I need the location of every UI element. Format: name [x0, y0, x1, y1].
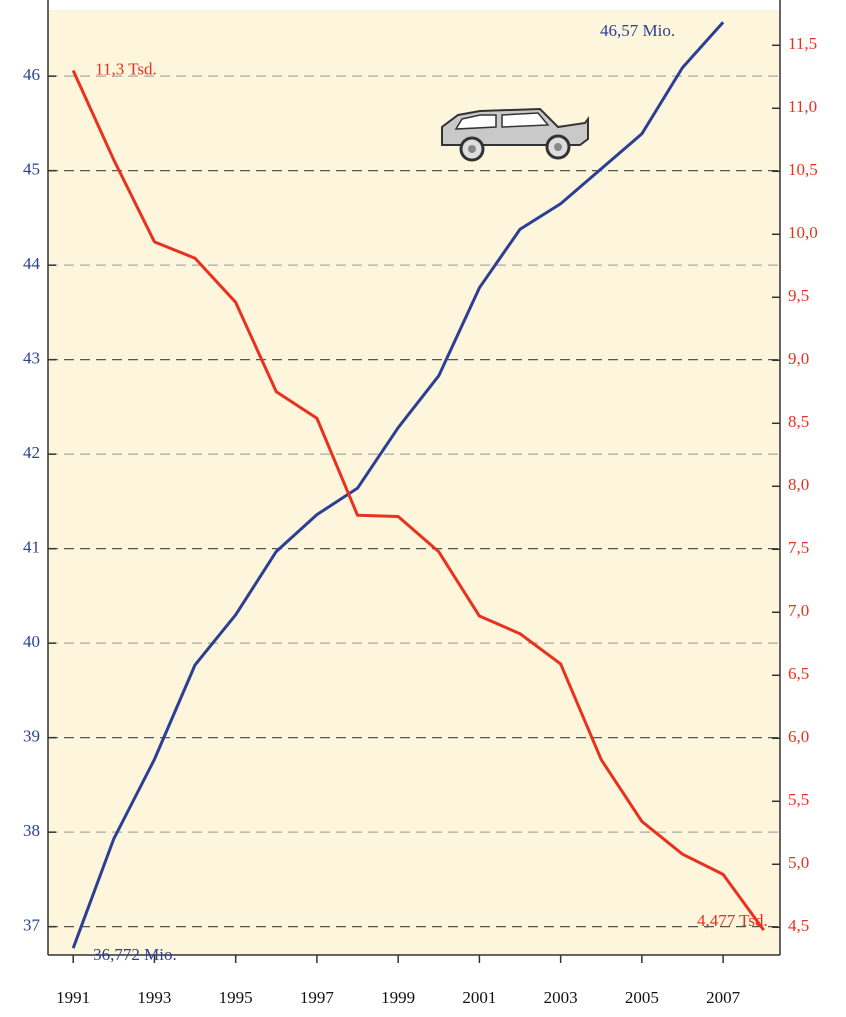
- annotation: 46,57 Mio.: [600, 21, 675, 40]
- plot-background: [48, 10, 780, 955]
- y2-tick-label: 9,0: [788, 349, 809, 368]
- y2-tick-label: 6,0: [788, 727, 809, 746]
- y2-tick-label: 10,0: [788, 223, 818, 242]
- y-tick-label: 44: [23, 254, 41, 273]
- x-tick-label: 2001: [462, 988, 496, 1007]
- y-tick-label: 42: [23, 443, 40, 462]
- y2-tick-label: 9,5: [788, 286, 809, 305]
- x-tick-label: 2003: [544, 988, 578, 1007]
- x-tick-label: 1995: [219, 988, 253, 1007]
- car-icon: [441, 107, 589, 162]
- y2-tick-label: 5,0: [788, 853, 809, 872]
- series-line: [71, 69, 765, 932]
- y-tick-label: 46: [23, 65, 40, 84]
- x-tick-label: 1999: [381, 988, 415, 1007]
- series-line: [71, 21, 725, 949]
- y2-tick-label: 5,5: [788, 790, 809, 809]
- x-tick-label: 2007: [706, 988, 741, 1007]
- x-tick-label: 1991: [56, 988, 90, 1007]
- y2-tick-label: 8,0: [788, 475, 809, 494]
- y2-tick-label: 11,0: [788, 97, 817, 116]
- y2-tick-label: 6,5: [788, 664, 809, 683]
- y2-tick-label: 7,5: [788, 538, 809, 557]
- x-tick-label: 1997: [300, 988, 335, 1007]
- y-tick-label: 41: [23, 538, 40, 557]
- y-tick-label: 38: [23, 821, 40, 840]
- y2-tick-label: 11,5: [788, 34, 817, 53]
- y-tick-label: 45: [23, 160, 40, 179]
- y-tick-label: 40: [23, 632, 40, 651]
- x-tick-label: 2005: [625, 988, 659, 1007]
- y-tick-label: 43: [23, 349, 40, 368]
- annotation: 36,772 Mio.: [93, 945, 177, 964]
- annotation: 11,3 Tsd.: [95, 59, 157, 78]
- x-tick-label: 1993: [137, 988, 171, 1007]
- annotation: 4,477 Tsd.: [697, 911, 768, 930]
- y-tick-label: 39: [23, 727, 40, 746]
- y-tick-label: 37: [23, 916, 41, 935]
- y2-tick-label: 10,5: [788, 160, 818, 179]
- y2-tick-label: 7,0: [788, 601, 809, 620]
- y2-tick-label: 4,5: [788, 916, 809, 935]
- y2-tick-label: 8,5: [788, 412, 809, 431]
